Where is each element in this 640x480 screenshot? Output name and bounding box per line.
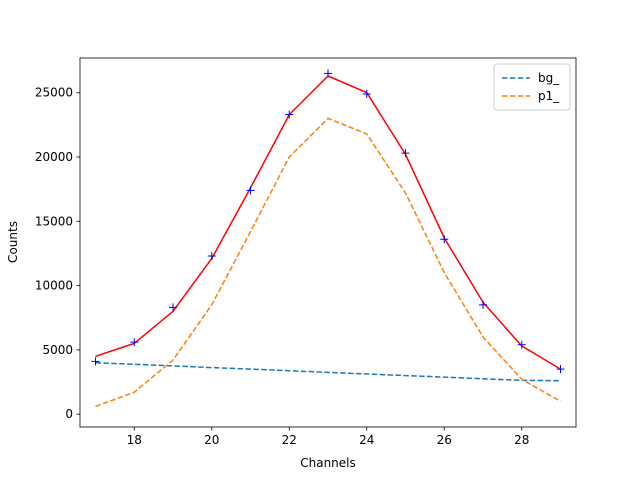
data-point bbox=[324, 69, 332, 78]
series-layer bbox=[91, 69, 565, 408]
series-line-p1 bbox=[95, 117, 561, 408]
data-point bbox=[479, 300, 487, 309]
legend: bg_ p1_ bbox=[493, 63, 571, 111]
data-point bbox=[91, 357, 100, 366]
data-point bbox=[246, 186, 255, 195]
x-tick-label: 26 bbox=[437, 433, 452, 447]
y-axis-label: Counts bbox=[6, 221, 20, 263]
y-axis: 0 5000 10000 15000 20000 25000 bbox=[35, 86, 80, 421]
y-tick-label: 0 bbox=[65, 407, 73, 421]
data-point bbox=[285, 110, 294, 119]
data-point bbox=[440, 235, 449, 244]
legend-box bbox=[493, 63, 571, 111]
data-point bbox=[207, 252, 216, 260]
legend-label-bg: bg_ bbox=[538, 71, 560, 85]
axes-frame bbox=[79, 57, 577, 428]
y-tick-label: 15000 bbox=[35, 214, 73, 228]
x-axis-label: Channels bbox=[300, 456, 356, 470]
x-tick-label: 28 bbox=[514, 433, 529, 447]
data-point bbox=[401, 149, 410, 158]
x-tick-label: 24 bbox=[359, 433, 374, 447]
data-point bbox=[362, 90, 371, 98]
x-tick-label: 18 bbox=[127, 433, 142, 447]
data-point bbox=[517, 340, 526, 349]
data-point bbox=[169, 303, 177, 312]
y-tick-label: 20000 bbox=[35, 150, 73, 164]
data-point bbox=[130, 338, 139, 347]
series-line-bg bbox=[95, 361, 561, 382]
data-point bbox=[556, 365, 565, 374]
x-tick-label: 20 bbox=[204, 433, 219, 447]
x-tick-label: 22 bbox=[282, 433, 297, 447]
legend-label-p1: p1_ bbox=[538, 89, 560, 103]
y-tick-label: 5000 bbox=[42, 343, 73, 357]
y-tick-label: 25000 bbox=[35, 86, 73, 100]
x-axis: 18 20 22 24 26 28 bbox=[127, 427, 529, 447]
y-tick-label: 10000 bbox=[35, 279, 73, 293]
